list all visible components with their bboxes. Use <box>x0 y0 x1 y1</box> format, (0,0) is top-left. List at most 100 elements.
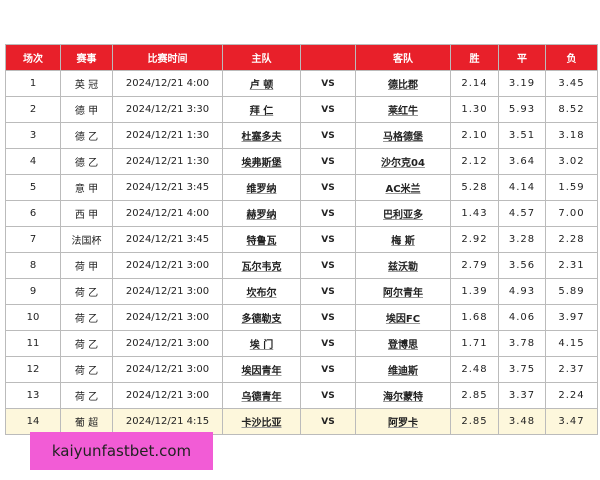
table-cell: 沙尔克04 <box>355 148 451 175</box>
table-cell: 4.57 <box>498 200 546 227</box>
table-cell: 3.19 <box>498 70 546 97</box>
header-cell <box>300 44 356 71</box>
table-cell: 2024/12/21 3:30 <box>112 96 223 123</box>
table-cell: VS <box>300 278 356 305</box>
table-cell: 兹沃勒 <box>355 252 451 279</box>
table-cell: 3 <box>5 122 61 149</box>
table-cell: 2024/12/21 3:00 <box>112 382 223 409</box>
table-cell: 英 冠 <box>60 70 113 97</box>
table-cell: 7.00 <box>545 200 598 227</box>
header-cell: 客队 <box>355 44 451 71</box>
table-cell: VS <box>300 122 356 149</box>
table-cell: VS <box>300 70 356 97</box>
table-cell: 意 甲 <box>60 174 113 201</box>
table-cell: 梅 斯 <box>355 226 451 253</box>
table-cell: 2024/12/21 3:00 <box>112 356 223 383</box>
table-cell: 维迪斯 <box>355 356 451 383</box>
table-cell: 埃 门 <box>222 330 301 357</box>
table-cell: 德 乙 <box>60 148 113 175</box>
table-cell: 5.28 <box>450 174 499 201</box>
table-cell: 2.24 <box>545 382 598 409</box>
table-cell: 2024/12/21 3:45 <box>112 226 223 253</box>
table-cell: 德 乙 <box>60 122 113 149</box>
header-cell: 赛事 <box>60 44 113 71</box>
table-cell: 4 <box>5 148 61 175</box>
table-cell: 赫罗纳 <box>222 200 301 227</box>
table-cell: 3.18 <box>545 122 598 149</box>
table-cell: 1.59 <box>545 174 598 201</box>
table-row: 11 荷 乙 2024/12/21 3:00 埃 门 VS 登博思 1.71 3.78 4.15 <box>5 330 598 357</box>
table-cell: 荷 乙 <box>60 278 113 305</box>
table-cell: 埃弗斯堡 <box>222 148 301 175</box>
header-cell: 主队 <box>222 44 301 71</box>
header-cell: 比赛时间 <box>112 44 223 71</box>
table-cell: 西 甲 <box>60 200 113 227</box>
table-cell: VS <box>300 408 356 435</box>
table-cell: 8 <box>5 252 61 279</box>
table-cell: 瓦尔韦克 <box>222 252 301 279</box>
table-cell: 10 <box>5 304 61 331</box>
table-cell: 3.45 <box>545 70 598 97</box>
table-cell: 3.02 <box>545 148 598 175</box>
table-cell: 5.89 <box>545 278 598 305</box>
table-cell: 1.71 <box>450 330 499 357</box>
header-cell: 负 <box>545 44 598 71</box>
table-cell: 2.85 <box>450 382 499 409</box>
table-cell: 3.97 <box>545 304 598 331</box>
table-cell: 乌德青年 <box>222 382 301 409</box>
table-cell: 法国杯 <box>60 226 113 253</box>
table-cell: 2024/12/21 3:00 <box>112 330 223 357</box>
table-cell: 荷 乙 <box>60 304 113 331</box>
table-cell: 2024/12/21 3:00 <box>112 278 223 305</box>
table-cell: 阿尔青年 <box>355 278 451 305</box>
table-cell: 海尔蒙特 <box>355 382 451 409</box>
table-cell: 2.48 <box>450 356 499 383</box>
header-cell: 胜 <box>450 44 499 71</box>
table-cell: 2.14 <box>450 70 499 97</box>
table-row: 14 葡 超 2024/12/21 4:15 卡沙比亚 VS 阿罗卡 2.85 3.48 3.4… <box>5 408 598 435</box>
table-cell: 1.43 <box>450 200 499 227</box>
table-cell: 8.52 <box>545 96 598 123</box>
table-cell: 2.85 <box>450 408 499 435</box>
table-cell: 维罗纳 <box>222 174 301 201</box>
table-cell: 3.47 <box>545 408 598 435</box>
table-cell: 阿罗卡 <box>355 408 451 435</box>
table-cell: 拜 仁 <box>222 96 301 123</box>
table-cell: VS <box>300 148 356 175</box>
table-cell: 2.79 <box>450 252 499 279</box>
table-cell: VS <box>300 356 356 383</box>
table-cell: 1.30 <box>450 96 499 123</box>
table-cell: 11 <box>5 330 61 357</box>
table-row: 13 荷 乙 2024/12/21 3:00 乌德青年 VS 海尔蒙特 2.85 3.37 2.… <box>5 382 598 409</box>
table-cell: 荷 甲 <box>60 252 113 279</box>
table-cell: 莱红牛 <box>355 96 451 123</box>
table-cell: VS <box>300 226 356 253</box>
table-cell: 多德勒支 <box>222 304 301 331</box>
table-cell: 马格德堡 <box>355 122 451 149</box>
table-cell: 5.93 <box>498 96 546 123</box>
table-row: 10 荷 乙 2024/12/21 3:00 多德勒支 VS 埃因FC 1.68 4.06 3.… <box>5 304 598 331</box>
table-cell: 2.37 <box>545 356 598 383</box>
table-cell: 3.51 <box>498 122 546 149</box>
table-cell: 5 <box>5 174 61 201</box>
table-cell: 2024/12/21 4:15 <box>112 408 223 435</box>
table-cell: 2.28 <box>545 226 598 253</box>
header-cell: 场次 <box>5 44 61 71</box>
table-cell: 1 <box>5 70 61 97</box>
table-cell: 德比郡 <box>355 70 451 97</box>
table-cell: 4.06 <box>498 304 546 331</box>
table-cell: 7 <box>5 226 61 253</box>
table-cell: 葡 超 <box>60 408 113 435</box>
table-cell: 4.15 <box>545 330 598 357</box>
table-cell: 2024/12/21 3:00 <box>112 304 223 331</box>
table-cell: 卡沙比亚 <box>222 408 301 435</box>
table-cell: 卢 顿 <box>222 70 301 97</box>
table-row: 12 荷 乙 2024/12/21 3:00 埃因青年 VS 维迪斯 2.48 3.75 2.3… <box>5 356 598 383</box>
table-cell: 4.14 <box>498 174 546 201</box>
